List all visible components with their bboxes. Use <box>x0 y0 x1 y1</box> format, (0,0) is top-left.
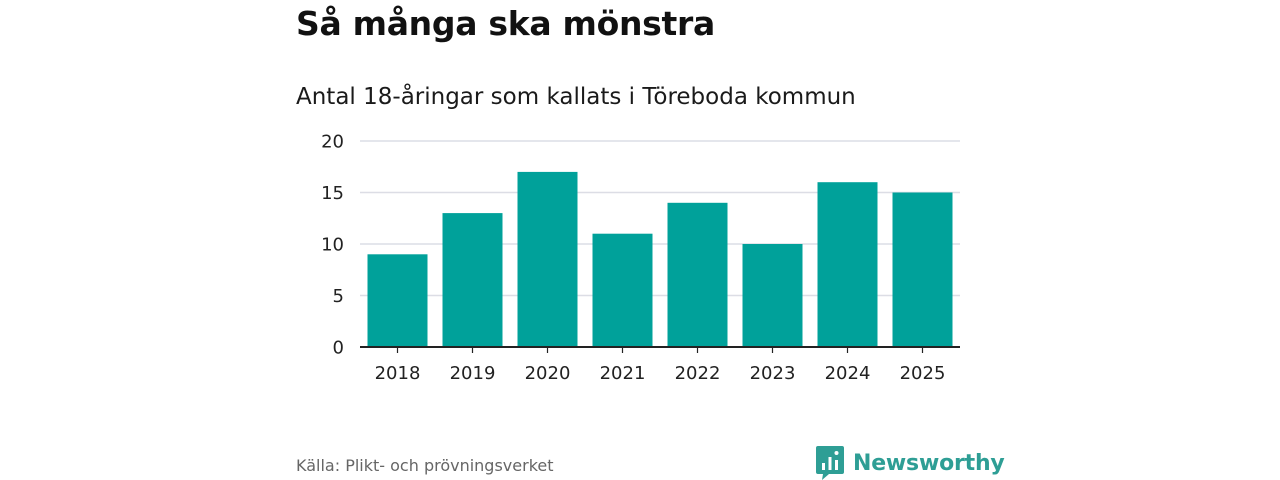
y-tick-label-0: 0 <box>333 338 344 359</box>
x-tick-label-2023: 2023 <box>750 363 796 384</box>
newsworthy-logo-icon <box>816 446 844 480</box>
axes: 0 5 10 15 20 2018 2019 2020 2021 2022 2023 2024 2025 <box>321 132 960 384</box>
chart-subtitle: Antal 18-åringar som kallats i Töreboda … <box>296 84 856 110</box>
bar-2022 <box>667 202 728 347</box>
bar-2023 <box>742 244 803 347</box>
bar-2021 <box>592 233 653 347</box>
y-tick-label-15: 15 <box>321 183 344 204</box>
bars <box>367 171 953 347</box>
bar-2018 <box>367 254 428 347</box>
x-tick-label-2019: 2019 <box>450 363 496 384</box>
x-tick-label-2024: 2024 <box>825 363 871 384</box>
y-tick-label-20: 20 <box>321 132 344 153</box>
x-tick-label-2025: 2025 <box>900 363 946 384</box>
bar-2024 <box>817 182 878 347</box>
x-tick-label-2022: 2022 <box>675 363 721 384</box>
x-tick-label-2018: 2018 <box>375 363 421 384</box>
bar-2019 <box>442 213 503 347</box>
brand-logo: Newsworthy <box>816 446 1005 480</box>
y-tick-label-5: 5 <box>333 286 344 307</box>
bar-2025 <box>892 192 953 347</box>
x-tick-label-2021: 2021 <box>600 363 646 384</box>
x-tick-label-2020: 2020 <box>525 363 571 384</box>
y-tick-label-10: 10 <box>321 235 344 256</box>
source-note: Källa: Plikt- och prövningsverket <box>296 456 554 475</box>
brand-name: Newsworthy <box>853 450 1005 476</box>
chart-title: Så många ska mönstra <box>296 4 715 43</box>
bar-2020 <box>517 171 578 347</box>
